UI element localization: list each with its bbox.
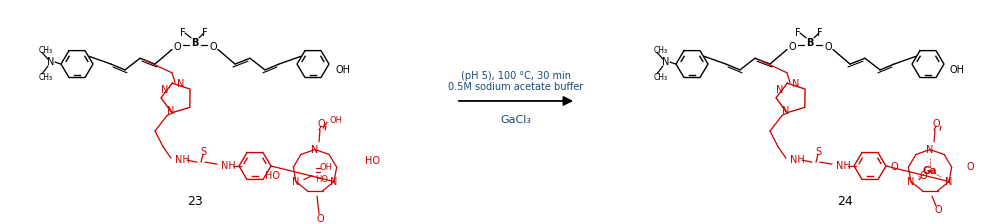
Text: OH: OH	[950, 65, 965, 75]
Text: S: S	[200, 147, 206, 157]
Text: N: N	[167, 106, 175, 116]
Text: N: N	[926, 144, 934, 155]
Text: OH: OH	[319, 164, 332, 172]
Text: O: O	[934, 205, 942, 215]
Text: N: N	[783, 106, 790, 116]
Text: O: O	[209, 42, 217, 52]
Text: O: O	[316, 214, 323, 224]
Text: S: S	[815, 147, 821, 157]
Text: N: N	[777, 85, 784, 95]
Text: HO: HO	[365, 156, 380, 166]
Text: N: N	[945, 177, 953, 187]
Text: GaCl₃: GaCl₃	[500, 115, 532, 125]
Text: HO: HO	[265, 171, 280, 181]
Text: N: N	[311, 144, 318, 155]
Text: B: B	[807, 38, 814, 48]
Text: O: O	[173, 42, 181, 52]
Text: NH: NH	[175, 155, 190, 165]
Text: CH₃: CH₃	[39, 46, 53, 55]
Text: 23: 23	[187, 195, 203, 208]
Text: CH₃: CH₃	[654, 73, 668, 82]
Text: NH: NH	[836, 161, 851, 171]
Text: N: N	[47, 57, 55, 67]
Text: F: F	[817, 28, 823, 38]
Text: HO: HO	[315, 175, 328, 184]
Text: B: B	[191, 38, 198, 48]
Text: NH: NH	[790, 155, 805, 165]
Text: N: N	[330, 177, 337, 187]
Text: O: O	[932, 119, 940, 129]
Text: N: N	[292, 177, 299, 187]
Text: OH: OH	[335, 65, 350, 75]
Text: NH: NH	[221, 161, 236, 171]
Text: CH₃: CH₃	[39, 73, 53, 82]
Text: N: N	[177, 80, 185, 89]
Text: O: O	[919, 171, 927, 181]
Text: N: N	[663, 57, 670, 67]
Text: O: O	[890, 162, 898, 172]
Text: N: N	[161, 85, 169, 95]
Text: OH: OH	[329, 116, 342, 125]
Text: 24: 24	[837, 195, 853, 208]
Text: Ga: Ga	[923, 166, 937, 176]
Text: CH₃: CH₃	[654, 46, 668, 55]
Text: N: N	[793, 80, 800, 89]
Text: N: N	[907, 177, 915, 187]
Text: O: O	[966, 162, 974, 172]
Text: F: F	[795, 28, 801, 38]
Text: F: F	[180, 28, 186, 38]
Text: O: O	[788, 42, 796, 52]
Text: (pH 5), 100 °C, 30 min: (pH 5), 100 °C, 30 min	[461, 71, 571, 81]
Text: F: F	[202, 28, 208, 38]
Text: O: O	[317, 119, 324, 129]
Text: 0.5M sodium acetate buffer: 0.5M sodium acetate buffer	[448, 82, 584, 92]
Text: O: O	[824, 42, 832, 52]
